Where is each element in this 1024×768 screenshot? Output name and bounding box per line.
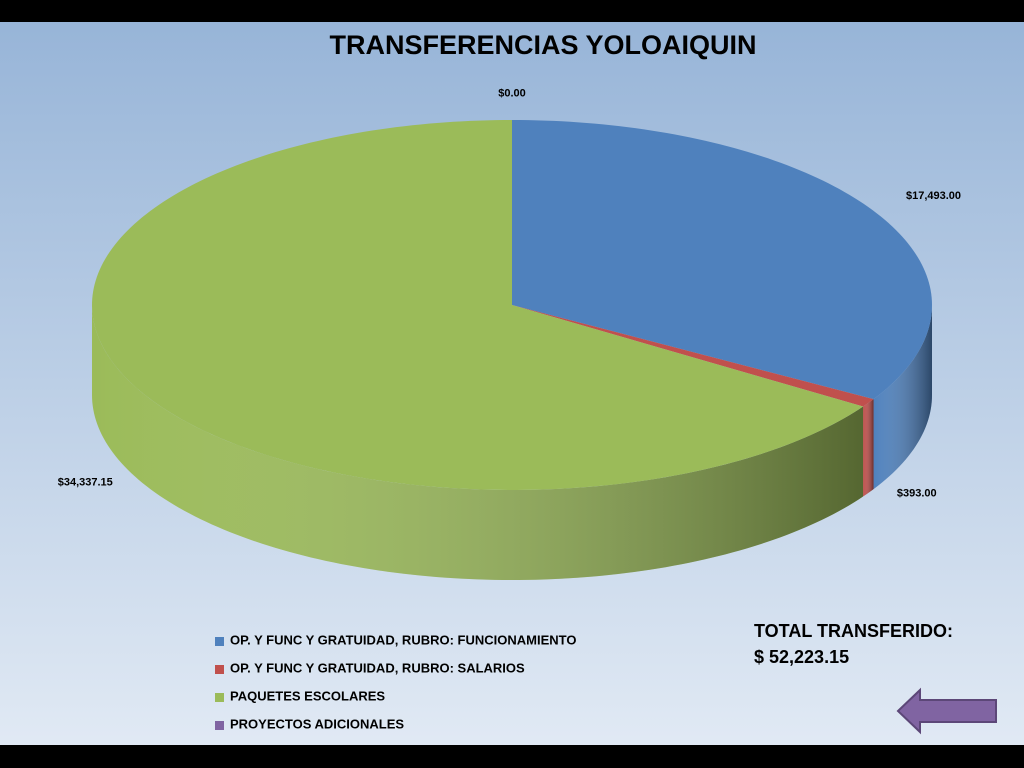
legend-swatch [215, 665, 224, 674]
data-label: $34,337.15 [58, 477, 113, 489]
pie-side-shade [863, 399, 874, 497]
pie-side-shade [873, 305, 932, 490]
pie-side-shade [92, 305, 864, 580]
legend: OP. Y FUNC Y GRATUIDAD, RUBRO: FUNCIONAM… [215, 632, 576, 731]
legend-label: OP. Y FUNC Y GRATUIDAD, RUBRO: SALARIOS [230, 660, 525, 675]
top-bar [0, 0, 1024, 22]
pie-slice [92, 120, 864, 490]
bottom-bar [0, 745, 1024, 768]
chart-title: TRANSFERENCIAS YOLOAIQUIN [329, 30, 756, 60]
pie-sides [92, 305, 932, 580]
pie-slice [512, 305, 874, 407]
legend-label: OP. Y FUNC Y GRATUIDAD, RUBRO: FUNCIONAM… [230, 632, 576, 647]
total-label: TOTAL TRANSFERIDO: [754, 621, 953, 641]
legend-swatch [215, 637, 224, 646]
pie-slice [512, 120, 932, 400]
legend-swatch [215, 693, 224, 702]
legend-label: PAQUETES ESCOLARES [230, 688, 385, 703]
pie: $17,493.00 $393.00 $34,337.15 $0.00 [58, 87, 961, 580]
data-label: $17,493.00 [906, 190, 961, 202]
legend-swatch [215, 721, 224, 730]
total-value: $ 52,223.15 [754, 647, 849, 667]
legend-label: PROYECTOS ADICIONALES [230, 716, 404, 731]
pie-tops [92, 120, 932, 490]
data-label: $0.00 [498, 87, 526, 99]
data-label: $393.00 [897, 488, 937, 500]
back-arrow-button[interactable] [896, 687, 997, 735]
